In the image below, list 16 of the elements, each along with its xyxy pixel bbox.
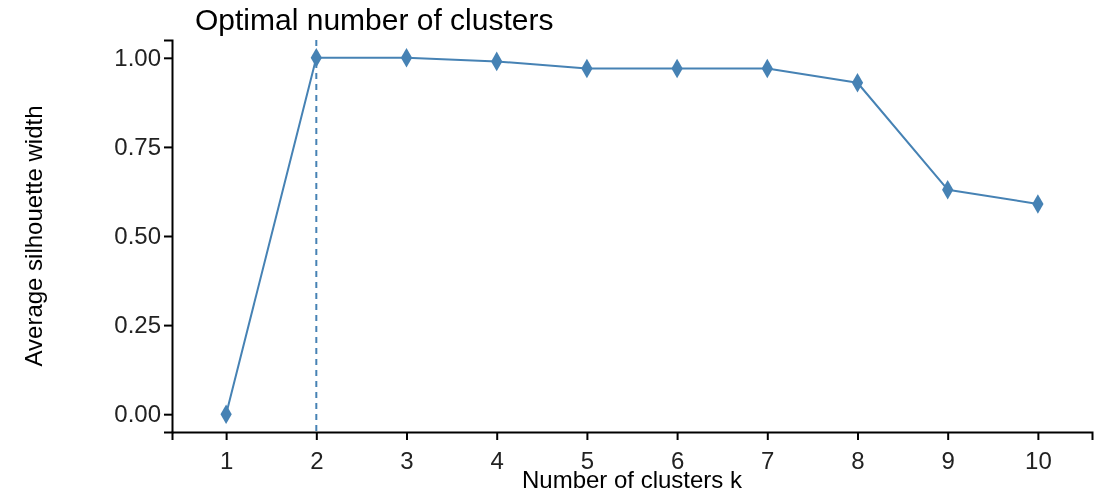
x-tick-label: 1 <box>219 447 234 475</box>
y-tick-label: 1.00 <box>114 44 161 71</box>
x-tick-label: 8 <box>851 447 865 475</box>
y-tick-label: 0.00 <box>114 400 161 428</box>
y-tick-label: 0.50 <box>114 222 161 250</box>
chart-title: Optimal number of clusters <box>195 3 554 36</box>
x-tick-label: 9 <box>941 447 955 475</box>
y-axis-title: Average silhouette width <box>20 105 47 367</box>
x-tick-label: 6 <box>670 447 685 475</box>
x-tick-label: 7 <box>761 447 775 475</box>
y-tick-label: 0.25 <box>114 311 161 339</box>
x-tick-label: 3 <box>400 447 414 475</box>
x-tick-label: 2 <box>310 447 324 475</box>
x-tick-label: 10 <box>1025 447 1052 475</box>
x-tick-label: 4 <box>490 447 504 475</box>
y-tick-label: 0.75 <box>114 133 161 161</box>
